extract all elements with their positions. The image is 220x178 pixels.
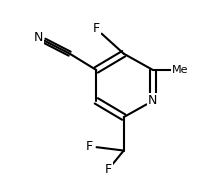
Text: N: N <box>148 94 158 107</box>
Text: N: N <box>33 31 43 44</box>
Text: F: F <box>86 140 93 153</box>
Text: F: F <box>93 22 100 35</box>
Text: Me: Me <box>172 65 189 75</box>
Text: F: F <box>105 163 112 176</box>
